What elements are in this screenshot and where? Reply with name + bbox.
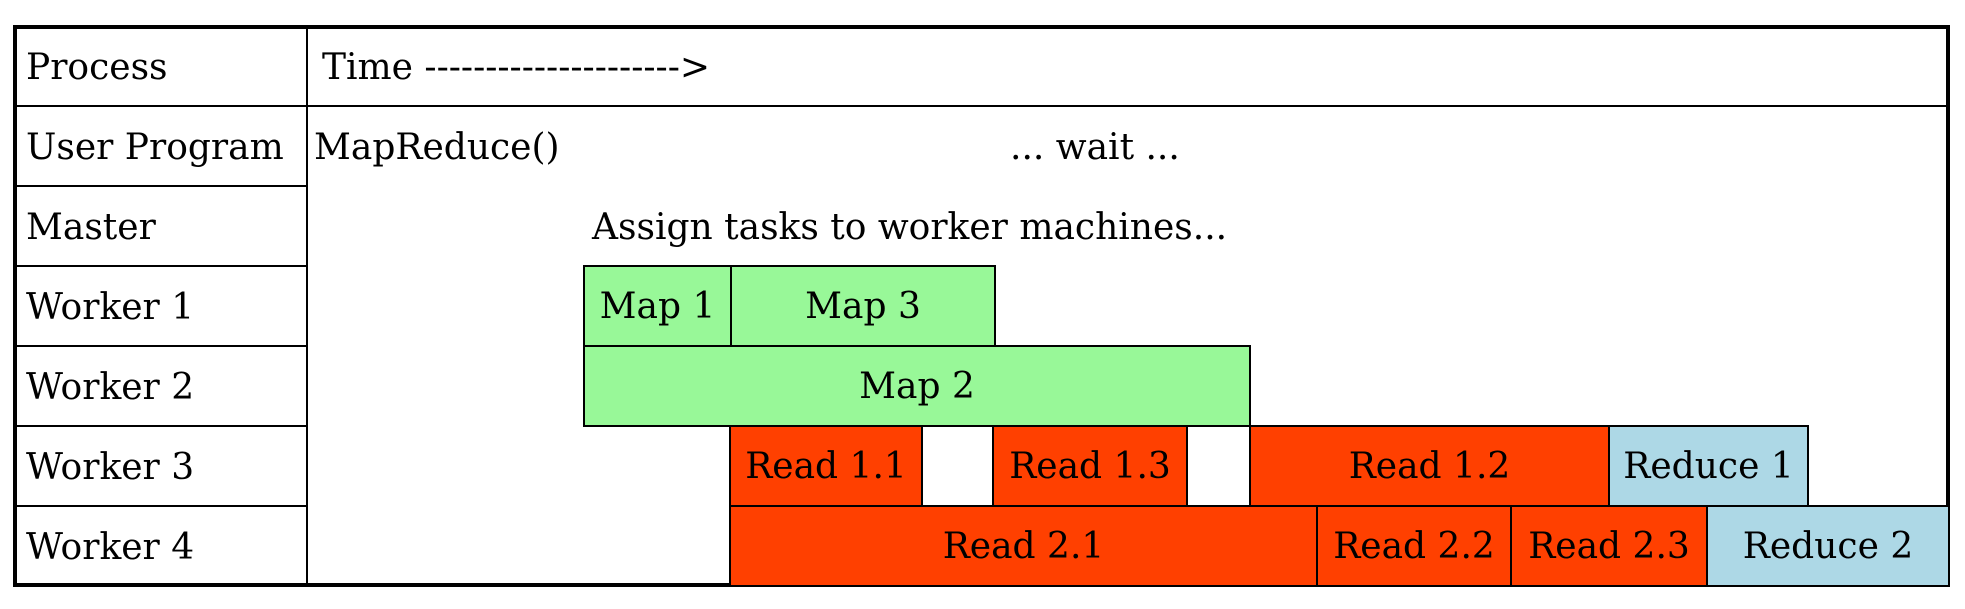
row-label-worker-3: Worker 3 <box>26 428 194 508</box>
row-label-worker-4: Worker 4 <box>26 508 194 588</box>
row-label-worker-2: Worker 2 <box>26 348 194 428</box>
task-read-2-2: Read 2.2 <box>1316 505 1512 587</box>
task-read-2-1: Read 2.1 <box>729 505 1318 587</box>
header-process: Process <box>26 28 168 108</box>
assign-tasks-text: Assign tasks to worker machines... <box>592 188 1227 268</box>
task-reduce-2: Reduce 2 <box>1706 505 1950 587</box>
idle-gap <box>1186 425 1251 507</box>
row-label-master: Master <box>26 188 156 268</box>
header-time: Time ---------------------> <box>322 28 710 108</box>
mapreduce-call: MapReduce() <box>314 108 560 188</box>
idle-gap <box>921 425 994 507</box>
task-read-1-1: Read 1.1 <box>729 425 923 507</box>
row-divider <box>13 105 1950 107</box>
task-map-1: Map 1 <box>583 265 732 347</box>
task-reduce-1: Reduce 1 <box>1608 425 1809 507</box>
task-read-1-3: Read 1.3 <box>992 425 1188 507</box>
task-map-2: Map 2 <box>583 345 1251 427</box>
row-label-user-program: User Program <box>26 108 284 188</box>
task-map-3: Map 3 <box>730 265 996 347</box>
wait-text: ... wait ... <box>1010 108 1180 188</box>
task-read-1-2: Read 1.2 <box>1249 425 1610 507</box>
row-label-worker-1: Worker 1 <box>26 268 194 348</box>
column-divider <box>306 25 308 587</box>
task-read-2-3: Read 2.3 <box>1510 505 1708 587</box>
